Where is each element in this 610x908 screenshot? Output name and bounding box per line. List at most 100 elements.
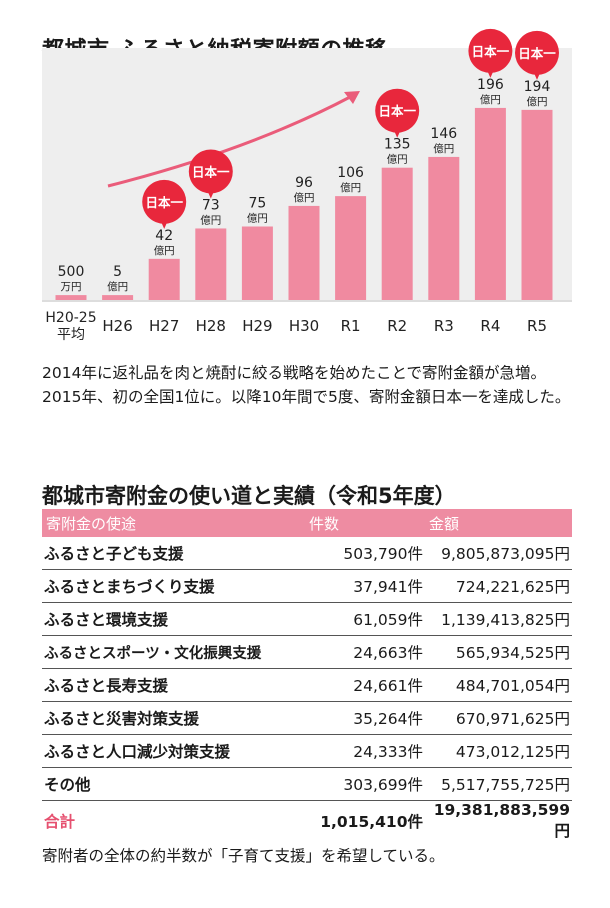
badge-circle-7 bbox=[375, 88, 420, 133]
total-count: 1,015,410件 bbox=[320, 813, 423, 831]
table-row: ふるさと災害対策支援 35,264件 670,971,625円 bbox=[42, 701, 572, 735]
table-title: 都城市寄附金の使い道と実績（令和5年度） bbox=[42, 484, 456, 508]
badge-label-10: 日本一 bbox=[518, 46, 556, 61]
badge-label-9: 日本一 bbox=[472, 44, 510, 59]
bars-group bbox=[55, 107, 553, 300]
table-row: ふるさと子ども支援 503,790件 9,805,873,095円 bbox=[42, 537, 572, 570]
value-label-2: 42 bbox=[155, 228, 173, 244]
category-tick-9: R4 bbox=[480, 317, 500, 335]
row-usage: その他 bbox=[42, 767, 305, 801]
row-usage: ふるさと子ども支援 bbox=[42, 537, 305, 570]
total-amount: 19,381,883,599円 bbox=[433, 801, 570, 840]
trend-arrow-line bbox=[107, 94, 353, 188]
trend-arrow bbox=[107, 91, 360, 188]
value-unit-5: 億円 bbox=[294, 191, 315, 204]
row-count: 61,059件 bbox=[305, 602, 425, 636]
row-count: 35,264件 bbox=[305, 701, 425, 735]
row-amount: 1,139,413,825円 bbox=[425, 602, 572, 636]
category-tick-8: R3 bbox=[434, 317, 454, 335]
bar-1 bbox=[102, 295, 134, 300]
bar-4 bbox=[241, 226, 273, 300]
table-row: ふるさとまちづくり支援 37,941件 724,221,625円 bbox=[42, 569, 572, 603]
value-label-9: 196 bbox=[477, 77, 504, 93]
value-label-7: 135 bbox=[384, 137, 411, 153]
bar-9 bbox=[474, 107, 506, 300]
badge-circle-9 bbox=[468, 28, 513, 73]
badge-circle-3 bbox=[188, 149, 233, 194]
table-header-row: 寄附金の使途 件数 金額 bbox=[42, 509, 572, 537]
trend-arrow-head bbox=[344, 91, 360, 104]
category-tick-5: H30 bbox=[289, 317, 319, 335]
row-count: 303,699件 bbox=[305, 767, 425, 801]
value-unit-9: 億円 bbox=[480, 93, 501, 106]
value-label-10: 194 bbox=[524, 79, 551, 95]
value-label-4: 75 bbox=[248, 196, 266, 212]
value-label-6: 106 bbox=[337, 165, 364, 181]
bar-2 bbox=[148, 258, 180, 300]
value-unit-2: 億円 bbox=[154, 244, 175, 257]
chart-caption: 2014年に返礼品を肉と焼酎に絞る戦略を始めたことで寄附金額が急増。2015年、… bbox=[42, 364, 571, 406]
header-amount: 金額 bbox=[425, 509, 572, 537]
row-amount: 565,934,525円 bbox=[425, 635, 572, 669]
value-unit-1: 億円 bbox=[107, 280, 128, 293]
usage-table: 寄附金の使途 件数 金額 ふるさと子ども支援 503,790件 9,805,87… bbox=[42, 509, 572, 841]
table-row: ふるさと長寿支援 24,661件 484,701,054円 bbox=[42, 668, 572, 702]
badge-label-2: 日本一 bbox=[145, 195, 183, 210]
row-usage: ふるさとスポーツ・文化振興支援 bbox=[42, 635, 305, 669]
value-unit-10: 億円 bbox=[527, 95, 548, 108]
table-caption: 寄附者の全体の約半数が「子育て支援」を希望している。 bbox=[42, 847, 445, 865]
value-unit-0: 万円 bbox=[61, 281, 82, 293]
category-tick-1: H26 bbox=[102, 317, 132, 335]
value-label-1: 5 bbox=[113, 264, 122, 280]
category-tick-4: H29 bbox=[242, 317, 272, 335]
row-usage: ふるさと人口減少対策支援 bbox=[42, 734, 305, 768]
category-tick-0-sub: 平均 bbox=[57, 327, 85, 343]
row-amount: 724,221,625円 bbox=[425, 569, 572, 603]
badge-circle-2 bbox=[142, 179, 187, 224]
row-usage: ふるさと環境支援 bbox=[42, 602, 305, 636]
value-labels-group: 500万円5億円42億円73億円75億円96億円106億円135億円146億円1… bbox=[58, 77, 551, 293]
row-count: 37,941件 bbox=[305, 569, 425, 603]
header-usage: 寄附金の使途 bbox=[42, 509, 305, 537]
value-label-0: 500 bbox=[58, 264, 85, 280]
value-unit-4: 億円 bbox=[247, 212, 268, 225]
row-count: 24,661件 bbox=[305, 668, 425, 702]
value-unit-3: 億円 bbox=[200, 213, 221, 226]
badge-label-7: 日本一 bbox=[378, 104, 416, 119]
row-amount: 9,805,873,095円 bbox=[425, 537, 572, 570]
badge-circle-10 bbox=[515, 30, 559, 75]
row-amount: 670,971,625円 bbox=[425, 701, 572, 735]
header-count: 件数 bbox=[305, 509, 425, 537]
bar-3 bbox=[195, 228, 227, 300]
category-tick-2: H27 bbox=[149, 317, 179, 335]
category-tick-6: R1 bbox=[341, 317, 361, 335]
row-count: 24,663件 bbox=[305, 635, 425, 669]
category-tick-0: H20-25 bbox=[45, 310, 96, 326]
row-usage: ふるさと災害対策支援 bbox=[42, 701, 305, 735]
category-tick-10: R5 bbox=[527, 317, 547, 335]
table-row: ふるさとスポーツ・文化振興支援 24,663件 565,934,525円 bbox=[42, 635, 572, 669]
row-amount: 473,012,125円 bbox=[425, 734, 572, 768]
value-label-8: 146 bbox=[430, 126, 457, 142]
table-row: その他 303,699件 5,517,755,725円 bbox=[42, 767, 572, 801]
table-row: ふるさと人口減少対策支援 24,333件 473,012,125円 bbox=[42, 734, 572, 768]
row-usage: ふるさとまちづくり支援 bbox=[42, 569, 305, 603]
category-tick-3: H28 bbox=[196, 317, 226, 335]
row-amount: 484,701,054円 bbox=[425, 668, 572, 702]
category-tick-7: R2 bbox=[387, 317, 407, 335]
value-label-5: 96 bbox=[295, 175, 313, 191]
bar-10 bbox=[521, 109, 553, 300]
row-usage: ふるさと長寿支援 bbox=[42, 668, 305, 702]
category-axis-band bbox=[42, 300, 572, 354]
badge-label-3: 日本一 bbox=[192, 164, 230, 179]
bar-0 bbox=[55, 295, 87, 300]
table-row: ふるさと環境支援 61,059件 1,139,413,825円 bbox=[42, 602, 572, 636]
bar-8 bbox=[428, 156, 460, 300]
table-total-row: 合計 1,015,410件 19,381,883,599円 bbox=[42, 801, 572, 842]
row-amount: 5,517,755,725円 bbox=[425, 767, 572, 801]
bar-6 bbox=[335, 196, 367, 300]
row-count: 503,790件 bbox=[305, 537, 425, 570]
value-label-3: 73 bbox=[202, 197, 220, 213]
